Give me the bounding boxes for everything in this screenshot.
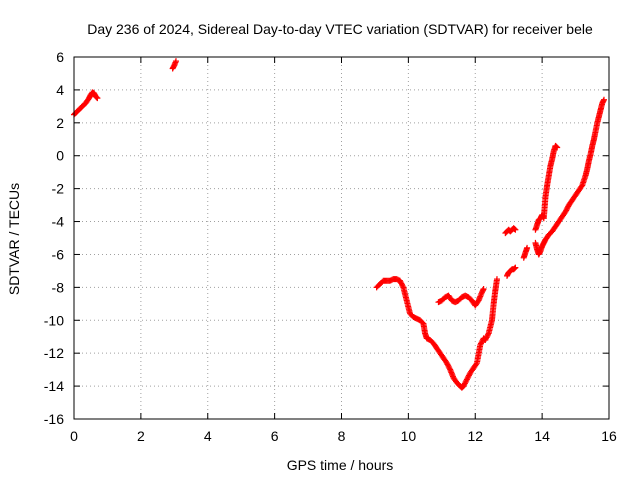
y-tick-label: -8 bbox=[52, 279, 65, 295]
data-point bbox=[94, 95, 101, 102]
x-tick-label: 14 bbox=[534, 428, 550, 444]
data-point bbox=[600, 96, 607, 103]
data-point bbox=[443, 360, 450, 367]
data-point-fill bbox=[563, 206, 570, 213]
data-point bbox=[482, 337, 489, 344]
data-point-fill bbox=[465, 372, 472, 379]
y-tick-label: -12 bbox=[44, 345, 64, 361]
x-tick-label: 10 bbox=[401, 428, 417, 444]
data-point-fill bbox=[465, 373, 472, 380]
data-point-fill bbox=[484, 331, 491, 338]
data-point-fill bbox=[464, 375, 471, 382]
data-point bbox=[554, 144, 561, 151]
data-point-fill bbox=[511, 225, 518, 232]
y-axis-label: SDTVAR / TECUs bbox=[6, 183, 22, 295]
y-tick-label: 0 bbox=[56, 148, 64, 164]
data-point bbox=[463, 376, 470, 383]
plot-frame bbox=[73, 56, 610, 420]
data-point-fill bbox=[511, 265, 518, 272]
data-point bbox=[562, 208, 569, 215]
data-point-fill bbox=[446, 365, 453, 372]
data-point bbox=[493, 276, 500, 283]
y-tick-label: -10 bbox=[44, 312, 64, 328]
data-point-fill bbox=[397, 279, 404, 286]
data-point-fill bbox=[478, 339, 485, 346]
x-tick-label: 8 bbox=[338, 428, 346, 444]
data-point-fill bbox=[445, 362, 452, 369]
x-axis-label: GPS time / hours bbox=[287, 457, 394, 473]
data-points bbox=[71, 58, 607, 391]
data-point-fill bbox=[461, 380, 468, 387]
x-tick-label: 0 bbox=[70, 428, 78, 444]
x-tick-label: 16 bbox=[601, 428, 617, 444]
data-point-fill bbox=[445, 364, 452, 371]
chart-title: Day 236 of 2024, Sidereal Day-to-day VTE… bbox=[87, 21, 593, 37]
data-point-fill bbox=[482, 335, 489, 342]
data-point bbox=[460, 383, 467, 390]
data-point-fill bbox=[563, 207, 570, 214]
data-point-fill bbox=[444, 361, 451, 368]
y-tick-label: 6 bbox=[56, 49, 64, 65]
data-point-fill bbox=[484, 333, 491, 340]
data-point bbox=[397, 277, 404, 284]
grid-lines bbox=[74, 57, 609, 419]
data-point-fill bbox=[463, 377, 470, 384]
y-tick-label: -16 bbox=[44, 411, 64, 427]
data-point-fill bbox=[399, 281, 406, 288]
data-point bbox=[524, 244, 531, 251]
data-point-fill bbox=[483, 334, 490, 341]
data-point bbox=[477, 341, 484, 348]
data-point-fill bbox=[93, 94, 100, 101]
data-point bbox=[512, 226, 519, 233]
y-tick-label: 2 bbox=[56, 115, 64, 131]
data-point-fill bbox=[399, 283, 406, 290]
y-tick-label: -4 bbox=[52, 214, 65, 230]
data-point-fill bbox=[477, 340, 484, 347]
data-point-fill bbox=[564, 204, 571, 211]
y-tick-label: -2 bbox=[52, 181, 65, 197]
data-point bbox=[480, 286, 487, 293]
y-tick-label: -6 bbox=[52, 246, 65, 262]
x-tick-label: 4 bbox=[204, 428, 212, 444]
axis-ticks: 0 2 4 6 8 10 12 14 16 -16 -14 -12 -10 -8 -6 -4 -2 0 2 4 6 bbox=[44, 49, 617, 444]
data-point-fill bbox=[398, 280, 405, 287]
data-point-fill bbox=[553, 143, 560, 150]
data-point bbox=[512, 264, 519, 271]
x-tick-label: 2 bbox=[137, 428, 145, 444]
y-tick-label: 4 bbox=[56, 82, 64, 98]
data-point-fill bbox=[462, 379, 469, 386]
data-point bbox=[172, 58, 179, 65]
data-point-fill bbox=[473, 361, 480, 368]
data-point-fill bbox=[474, 298, 481, 305]
y-tick-label: -14 bbox=[44, 378, 64, 394]
data-point-fill bbox=[461, 381, 468, 388]
x-tick-label: 6 bbox=[271, 428, 279, 444]
data-point-fill bbox=[578, 183, 585, 190]
x-tick-label: 12 bbox=[467, 428, 483, 444]
